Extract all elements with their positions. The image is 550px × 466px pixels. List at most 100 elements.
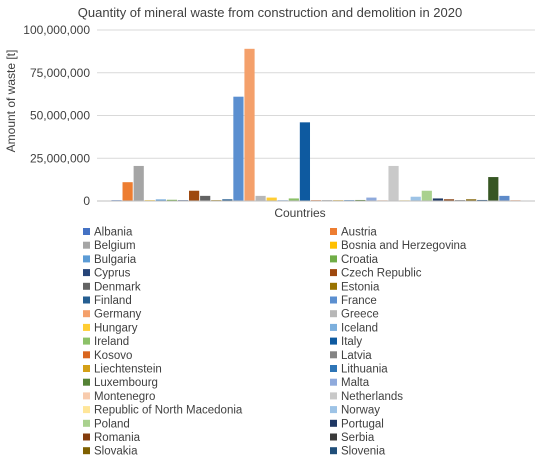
legend-item: Austria [330,227,377,239]
bar [443,199,455,201]
legend-swatch [83,351,90,359]
legend-label: Malta [341,377,370,389]
legend-label: France [341,295,377,307]
bar [189,190,200,201]
legend-label: Liechtenstein [94,364,162,376]
legend-item: Slovenia [330,446,386,458]
y-tick-label: 25,000,000 [30,151,90,165]
legend-swatch [330,433,337,441]
legend-swatch [83,228,90,235]
legend-item: Iceland [330,322,378,334]
bar [222,199,233,201]
bar [477,199,488,201]
legend-swatch [330,406,337,414]
legend-item: Serbia [330,432,375,444]
legend-item: Netherlands [330,391,403,403]
legend-swatch [83,406,90,414]
legend-swatch [330,255,337,263]
legend-swatch [83,419,90,427]
legend-label: Montenegro [94,391,155,403]
legend-swatch [330,392,337,400]
legend-swatch [330,228,337,235]
axes: 0 25,000,000 50,000,000 75,000,000 100,000,0… [23,23,535,208]
legend-item: Portugal [330,418,384,430]
legend-item: Cyprus [83,268,131,280]
legend-swatch [83,365,90,372]
legend-label: Republic of North Macedonia [94,405,243,417]
legend-label: Austria [341,227,377,239]
legend-item: Greece [330,309,379,321]
bar [432,198,443,201]
legend-label: Serbia [341,432,375,444]
y-axis-label: Amount of waste [t] [4,50,18,153]
legend-swatch [83,323,90,331]
legend-swatch [330,310,337,318]
legend-swatch [330,351,337,359]
bar [366,197,377,201]
legend-swatch [83,392,90,400]
legend-item: Croatia [330,254,379,266]
bar [410,196,421,201]
bar [166,199,178,201]
legend-swatch [330,378,337,386]
legend-item: Albania [83,227,133,239]
legend-swatch [83,296,90,304]
legend-label: Croatia [341,254,379,266]
legend-label: Slovenia [341,446,386,458]
legend-item: Norway [330,405,380,417]
legend-item: Hungary [83,322,138,334]
y-tick-label: 0 [83,194,90,208]
legend-label: Kosovo [94,350,132,362]
legend-label: Latvia [341,350,372,362]
legend-item: Kosovo [83,350,132,362]
legend-swatch [83,447,90,455]
legend-label: Netherlands [341,391,403,403]
legend-item: Belgium [83,240,136,252]
legend-swatch [83,282,90,290]
legend-item: Finland [83,295,132,307]
bar [122,182,133,201]
legend-item: Slovakia [83,446,138,458]
bar [388,165,399,201]
legend-item: Estonia [330,281,380,293]
legend-swatch [330,282,337,290]
legend-item: Bulgaria [83,254,137,266]
legend-item: Republic of North Macedonia [83,405,243,417]
bar [466,199,477,201]
bar [421,190,432,201]
legend-swatch [330,365,337,372]
legend-label: Cyprus [94,268,131,280]
legend-label: Slovakia [94,446,138,458]
legend-label: Lithuania [341,364,388,376]
bar [133,165,144,201]
legend-swatch [330,241,337,249]
legend-item: Lithuania [330,364,388,376]
bar [499,195,510,201]
legend-label: Greece [341,309,379,321]
legend-swatch [330,447,337,455]
legend-swatch [83,269,90,277]
bar [355,199,366,201]
legend-label: Norway [341,405,380,417]
bar [244,48,255,202]
legend-label: Romania [94,432,141,444]
legend-label: Belgium [94,240,136,252]
legend: Albania Austria Belgium Bosnia and Herzegov… [83,227,467,458]
legend-swatch [83,310,90,318]
legend-label: Ireland [94,336,129,348]
legend-label: Czech Republic [341,268,422,280]
bar [255,195,266,201]
legend-item: Czech Republic [330,268,422,280]
legend-swatch [330,337,337,345]
bar [488,177,499,201]
bar [288,198,299,201]
legend-swatch [83,241,90,249]
legend-swatch [83,378,90,386]
legend-label: Portugal [341,418,384,430]
legend-label: Bosnia and Herzegovina [341,240,467,252]
legend-label: Estonia [341,281,380,293]
legend-label: Finland [94,295,132,307]
bar [266,197,277,201]
